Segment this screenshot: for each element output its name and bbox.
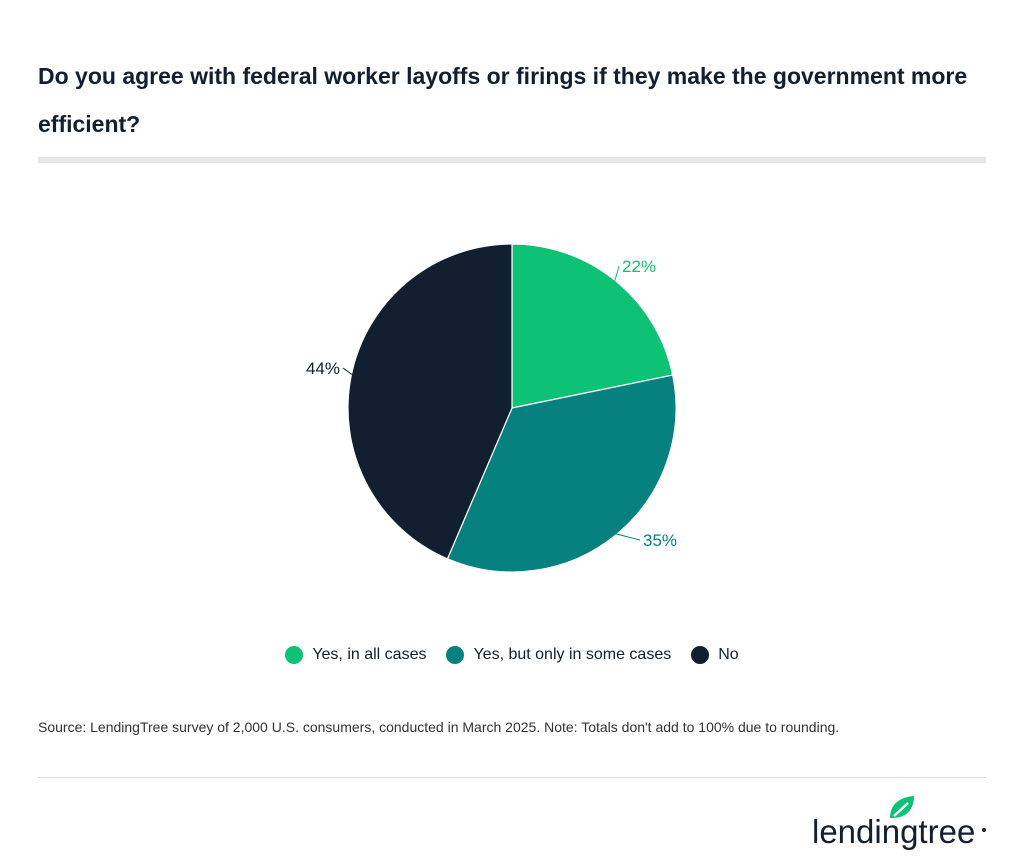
legend-swatch [285, 646, 304, 664]
legend-label: Yes, but only in some cases [473, 646, 672, 663]
legend-label: Yes, in all cases [312, 646, 427, 663]
data-label: 35% [643, 531, 677, 550]
lendingtree-logo: lendingtree [812, 794, 992, 855]
data-label: 44% [306, 359, 340, 378]
legend-item-yes-all: Yes, in all cases [285, 646, 426, 664]
legend: Yes, in all cases Yes, but only in some … [0, 646, 1024, 664]
legend-label: No [718, 646, 739, 663]
chart-title: Do you agree with federal worker layoffs… [38, 63, 968, 137]
pie-slice [347, 243, 513, 560]
pie-chart: 22% 35% 44% [306, 243, 677, 573]
leader-line [613, 265, 620, 283]
legend-item-no: No [691, 646, 739, 664]
legend-swatch [691, 646, 710, 664]
title-divider [38, 157, 986, 163]
leader-line [614, 533, 641, 541]
legend-swatch [446, 646, 465, 664]
data-label: 22% [622, 257, 656, 276]
footer-divider [38, 777, 986, 778]
pie-slice [446, 374, 677, 573]
pie-slice [511, 243, 674, 409]
svg-text:lendingtree: lendingtree [812, 813, 975, 850]
leader-line [342, 367, 354, 376]
source-note: Source: LendingTree survey of 2,000 U.S.… [38, 719, 840, 735]
legend-item-yes-some: Yes, but only in some cases [446, 646, 671, 664]
